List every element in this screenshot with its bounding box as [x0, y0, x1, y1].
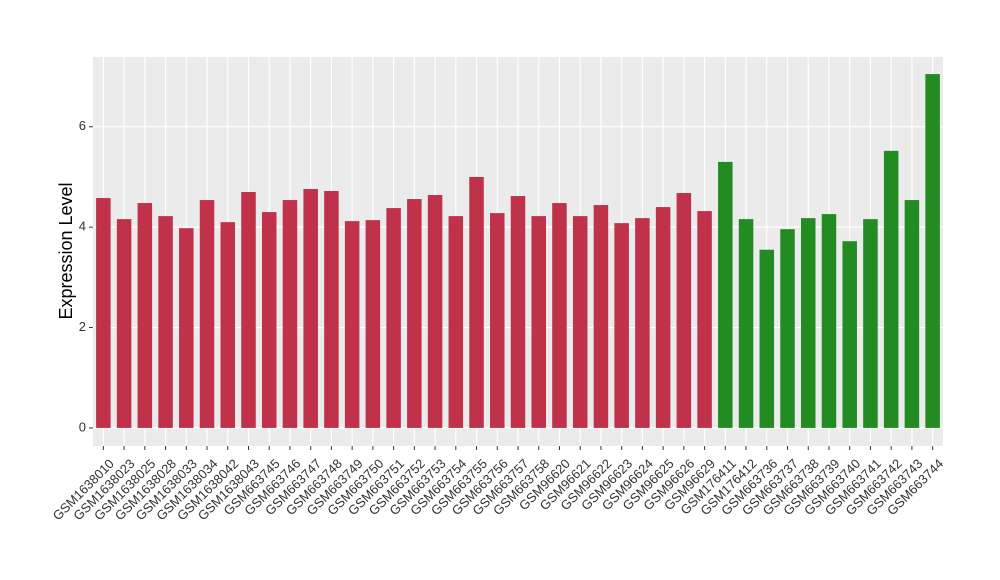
bar: [738, 219, 754, 428]
y-tick-label: 0: [79, 419, 86, 434]
bar: [842, 241, 857, 428]
bar: [303, 189, 318, 428]
bar: [635, 218, 650, 428]
bar: [552, 203, 567, 428]
bar: [469, 176, 484, 428]
bar: [220, 222, 236, 428]
bar: [199, 200, 215, 428]
bar: [137, 203, 153, 428]
bar: [697, 211, 712, 428]
bar: [780, 229, 795, 428]
y-tick-label: 6: [79, 118, 86, 133]
bar: [407, 199, 422, 428]
bar: [241, 192, 256, 428]
bar: [282, 200, 298, 428]
bar: [904, 200, 920, 428]
bar: [386, 208, 401, 428]
bar: [655, 207, 671, 428]
bar: [490, 213, 505, 428]
bar: [676, 193, 692, 428]
bar: [116, 219, 132, 428]
bar: [365, 220, 381, 428]
y-axis-title: Expression Level: [56, 182, 76, 319]
bar: [179, 228, 194, 428]
bar: [324, 191, 339, 428]
bar: [718, 161, 733, 428]
bar: [759, 249, 775, 428]
bar: [593, 205, 609, 428]
bar: [448, 216, 464, 428]
y-tick-label: 4: [79, 219, 86, 234]
bar: [614, 223, 629, 428]
bar: [863, 219, 878, 428]
bar: [510, 196, 526, 428]
bar: [96, 198, 111, 428]
bar: [883, 150, 899, 428]
bar: [158, 216, 173, 428]
bar: [821, 214, 837, 428]
bar: [344, 221, 360, 428]
bar: [800, 218, 816, 428]
bar: [261, 212, 277, 428]
bar: [925, 74, 940, 428]
bar: [572, 216, 588, 428]
y-tick-label: 2: [79, 319, 86, 334]
bar: [531, 216, 546, 428]
bar: [427, 195, 443, 428]
